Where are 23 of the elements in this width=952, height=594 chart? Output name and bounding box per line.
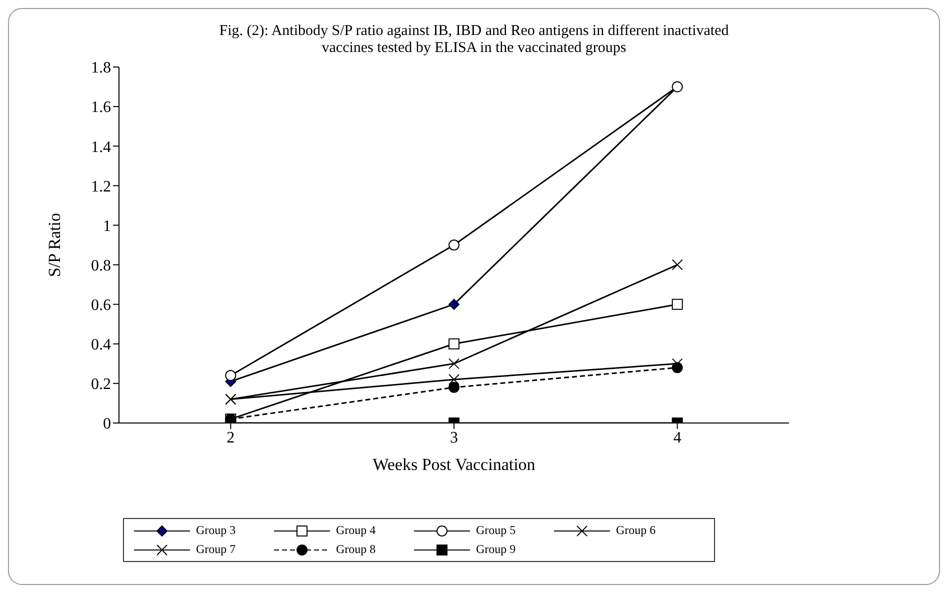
y-tick-label: 0.4 bbox=[91, 336, 111, 354]
y-tick-label: 0.6 bbox=[91, 297, 111, 314]
y-tick-label: 1 bbox=[103, 218, 111, 235]
y-tick-label: 1.8 bbox=[91, 60, 111, 77]
y-tick-label: 0 bbox=[103, 416, 111, 433]
chart-title: Fig. (2): Antibody S/P ratio against IB, IBD and Reo antigens in different inactivated vaccines tested by ELISA in the vaccinated groups bbox=[218, 23, 730, 57]
x-tick-label: 2 bbox=[226, 429, 235, 446]
y-tick-label: 1.4 bbox=[91, 138, 111, 156]
legend-label: Group 9 bbox=[476, 542, 516, 557]
y-tick-label: 1.2 bbox=[91, 178, 111, 196]
legend-label: Group 5 bbox=[476, 523, 516, 538]
y-tick-label: 0.8 bbox=[91, 257, 111, 274]
x-tick-label: 4 bbox=[673, 429, 682, 446]
y-tick-label: 1.6 bbox=[91, 99, 111, 116]
legend-label: Group 3 bbox=[196, 523, 236, 538]
x-tick-label: 3 bbox=[450, 429, 458, 446]
legend-label: Group 6 bbox=[616, 523, 656, 538]
y-axis-title: S/P Ratio bbox=[45, 212, 64, 278]
legend-label: Group 7 bbox=[196, 542, 236, 557]
legend-label: Group 4 bbox=[336, 523, 376, 538]
x-axis-title: Weeks Post Vaccination bbox=[372, 455, 536, 474]
legend-label: Group 8 bbox=[336, 542, 376, 557]
y-tick-label: 0.2 bbox=[91, 376, 111, 394]
